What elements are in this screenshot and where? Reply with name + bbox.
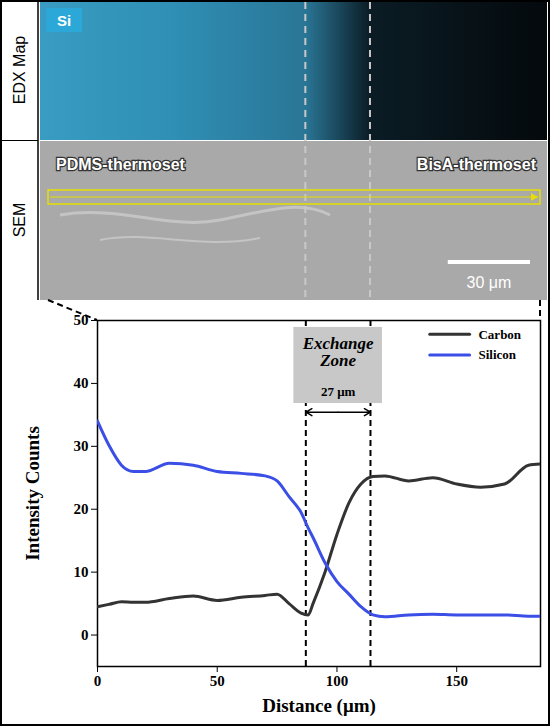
svg-text:27 μm: 27 μm xyxy=(321,384,356,399)
svg-text:EDX Map: EDX Map xyxy=(11,36,28,105)
svg-text:PDMS-thermoset: PDMS-thermoset xyxy=(56,156,186,173)
svg-text:150: 150 xyxy=(445,673,468,689)
svg-text:10: 10 xyxy=(74,564,89,580)
svg-text:Si: Si xyxy=(57,12,71,29)
svg-text:30: 30 xyxy=(74,438,89,454)
svg-text:Intensity Counts: Intensity Counts xyxy=(22,426,43,561)
svg-text:Distance (μm): Distance (μm) xyxy=(262,695,376,717)
svg-text:SEM: SEM xyxy=(11,203,28,238)
svg-text:Carbon: Carbon xyxy=(478,327,521,342)
svg-text:Silicon: Silicon xyxy=(478,347,516,362)
svg-text:ExchangeZone: ExchangeZone xyxy=(302,334,374,370)
svg-text:30 μm: 30 μm xyxy=(466,274,511,291)
svg-text:0: 0 xyxy=(81,627,89,643)
svg-text:50: 50 xyxy=(74,312,89,328)
svg-text:0: 0 xyxy=(94,673,102,689)
svg-text:40: 40 xyxy=(74,375,89,391)
svg-text:100: 100 xyxy=(326,673,349,689)
svg-text:50: 50 xyxy=(210,673,225,689)
svg-text:20: 20 xyxy=(74,501,89,517)
svg-text:BisA-thermoset: BisA-thermoset xyxy=(417,156,537,173)
